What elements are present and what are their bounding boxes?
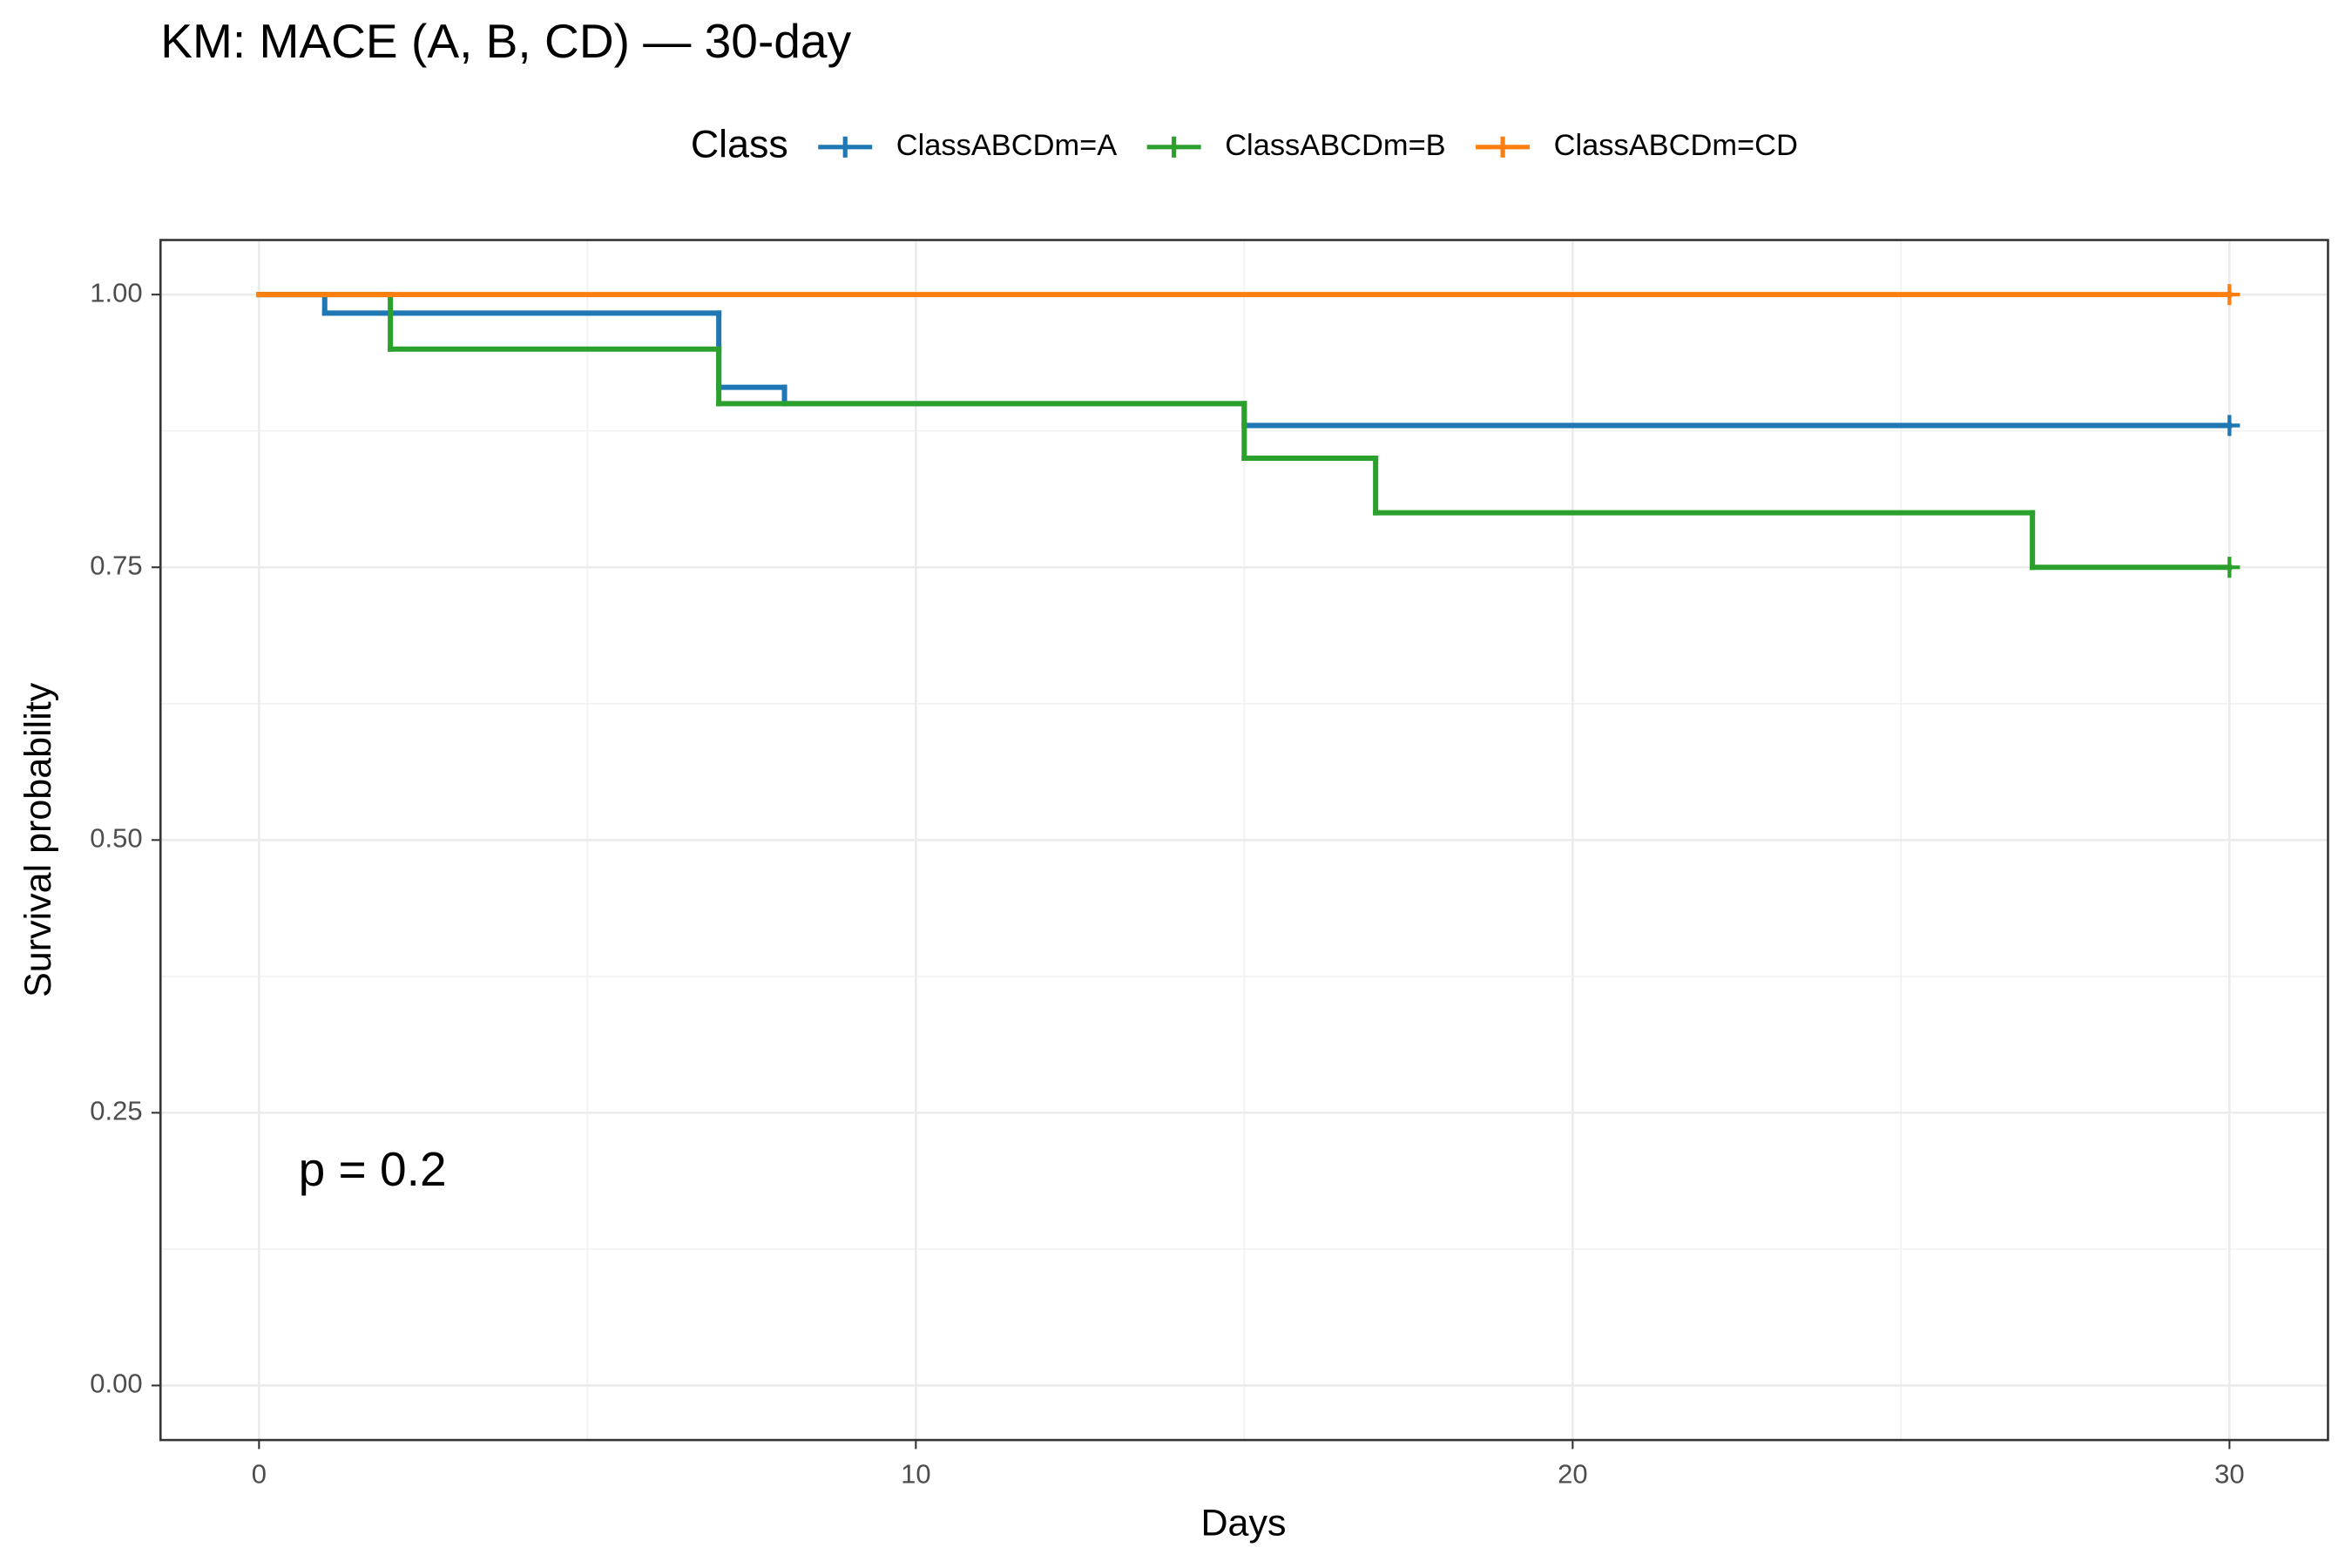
legend-item: ClassABCDm=CD (1476, 129, 1798, 162)
y-tick-label: 0.00 (90, 1369, 142, 1399)
x-tick-label: 30 (2214, 1459, 2244, 1490)
legend-swatch (1146, 136, 1201, 158)
legend-title: Class (691, 123, 788, 166)
y-tick-label: 0.25 (90, 1096, 142, 1126)
legend-item: ClassABCDm=A (818, 129, 1117, 162)
y-tick-label: 1.00 (90, 277, 142, 308)
y-axis-label: Survival probability (17, 682, 59, 997)
legend: Class ClassABCDm=A ClassABCDm=B ClassABCDm=… (691, 123, 1798, 166)
censor-mark (2219, 415, 2240, 436)
y-tick-label: 0.75 (90, 550, 142, 580)
y-tick-label: 0.50 (90, 823, 142, 854)
legend-swatch (1476, 136, 1531, 158)
axes: 0 10 20 30 0.00 0.25 0.50 0.75 1.00 (90, 239, 2329, 1490)
legend-item: ClassABCDm=B (1146, 129, 1446, 162)
annotation: p = 0.2 (299, 1142, 447, 1196)
chart-title: KM: MACE (A, B, CD) — 30-day (160, 14, 851, 68)
grid (160, 240, 2328, 1441)
plot-lines: p = 0.2 (256, 284, 2240, 1196)
plot-border (159, 239, 2329, 1442)
x-tick-label: 10 (901, 1459, 930, 1490)
legend-label: ClassABCDm=A (896, 129, 1117, 162)
x-tick-label: 0 (252, 1459, 267, 1490)
legend-swatch (818, 136, 873, 158)
legend-label: ClassABCDm=B (1225, 129, 1445, 162)
x-tick-label: 20 (1558, 1459, 1587, 1490)
censor-mark (2219, 284, 2240, 306)
censor-mark (2219, 557, 2240, 578)
legend-label: ClassABCDm=CD (1554, 129, 1798, 162)
x-axis-label: Days (1200, 1503, 1286, 1544)
